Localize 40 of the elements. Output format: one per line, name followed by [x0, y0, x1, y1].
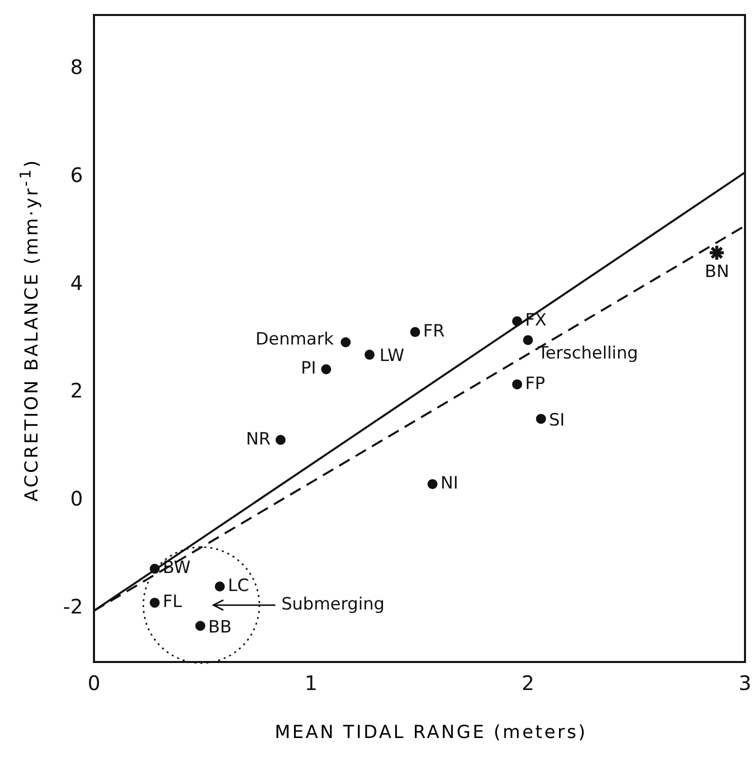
annotation: FL: [162, 592, 182, 612]
y-tick-label: 2: [70, 378, 83, 403]
point: [512, 316, 522, 326]
y-tick-label: 6: [70, 162, 83, 187]
annotation: LC: [228, 576, 250, 596]
x-tick-label: 2: [522, 671, 534, 696]
point: [276, 434, 286, 445]
annotation: SI: [549, 410, 565, 430]
annotation: PI: [300, 358, 316, 379]
y-tick-label: 4: [70, 270, 83, 295]
point: [195, 620, 206, 631]
annotation: NI: [440, 473, 458, 494]
point: [708, 244, 726, 262]
point: [427, 479, 438, 490]
point: [522, 335, 533, 346]
x-tick-label: 3: [738, 671, 752, 696]
x-tick-label: 0: [88, 671, 100, 696]
annotation: Terschelling: [536, 344, 638, 364]
annotation: BB: [208, 617, 232, 638]
annotation: NR: [246, 429, 271, 450]
point: [150, 564, 160, 574]
point: [512, 379, 522, 390]
x-axis-title: MEAN TIDAL RANGE (meters): [274, 722, 588, 743]
y-tick-label: 8: [70, 55, 83, 80]
point: [214, 582, 225, 592]
point: [340, 337, 351, 348]
annotation: BN: [704, 262, 730, 282]
point: [321, 364, 332, 374]
point: [410, 327, 420, 338]
annotation: LW: [380, 346, 404, 366]
y-tick-label: 0: [70, 486, 83, 510]
point: [536, 414, 546, 424]
x-tick-label: 1: [304, 671, 318, 696]
point: [364, 350, 375, 360]
point: [150, 598, 160, 608]
y-tick-label: -2: [62, 594, 83, 618]
annotation: Submerging: [281, 594, 385, 614]
annotation: FP: [525, 374, 546, 394]
annotation: Denmark: [256, 330, 334, 350]
annotation: FR: [423, 321, 445, 342]
